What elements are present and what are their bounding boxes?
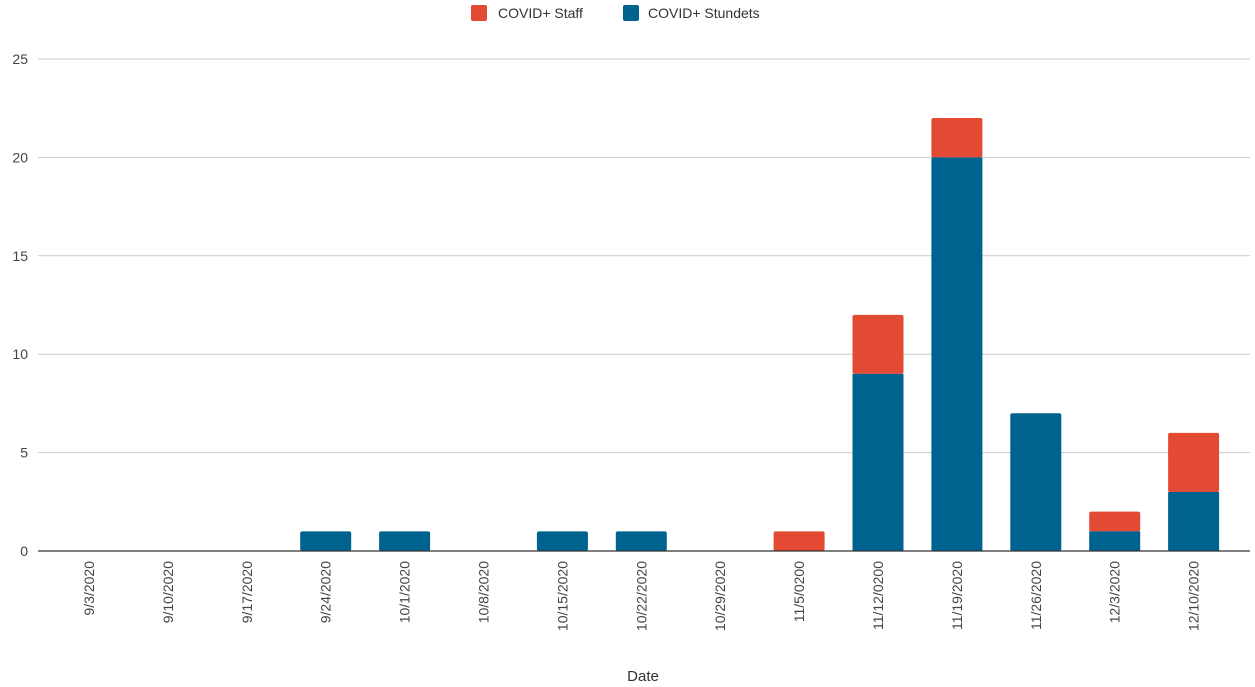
- x-tick-label: 11/19/2020: [949, 561, 965, 630]
- x-tick-label: 10/1/2020: [397, 561, 413, 623]
- bar-students-13: [1089, 531, 1141, 551]
- x-tick-label: 11/26/2020: [1028, 561, 1044, 630]
- x-tick-label: 10/8/2020: [476, 561, 492, 623]
- gridlines: [38, 58, 1250, 454]
- x-tick-label: 12/3/2020: [1107, 561, 1123, 623]
- y-tick-label: 25: [12, 51, 28, 67]
- bar-staff-14: [1168, 432, 1220, 492]
- bar-staff-10: [852, 314, 904, 374]
- x-axis-title: Date: [627, 668, 659, 685]
- x-tick-label: 11/12/0200: [870, 561, 886, 630]
- x-tick-label: 10/29/2020: [712, 561, 728, 631]
- x-tick-label: 12/10/2020: [1186, 561, 1202, 631]
- x-tick-label: 10/22/2020: [633, 561, 649, 631]
- bar-staff-9: [773, 531, 825, 551]
- y-tick-label: 5: [20, 445, 28, 461]
- y-tick-label: 0: [20, 543, 28, 559]
- legend: COVID+ Staff COVID+ Stundets: [471, 5, 760, 21]
- bar-staff-13: [1089, 511, 1141, 532]
- bar-students-11: [931, 157, 983, 551]
- bar-students-10: [852, 373, 904, 551]
- bar-students-14: [1168, 491, 1220, 551]
- x-tick-label: 9/10/2020: [160, 561, 176, 623]
- legend-swatch-staff: [471, 5, 487, 21]
- bar-staff-11: [931, 118, 983, 158]
- x-axis-ticks: 9/3/2020 9/10/2020 9/17/2020 9/24/2020 10/1/…: [81, 561, 1202, 631]
- y-tick-label: 10: [12, 346, 28, 362]
- y-axis-ticks: 0 5 10 15 20 25: [12, 51, 28, 559]
- y-tick-label: 15: [12, 248, 28, 264]
- legend-label-staff: COVID+ Staff: [498, 5, 583, 21]
- x-tick-label: 10/15/2020: [554, 561, 570, 631]
- bars: [300, 118, 1220, 551]
- x-tick-label: 9/3/2020: [81, 561, 97, 616]
- bar-students-12: [1010, 413, 1062, 551]
- bar-students-6: [536, 531, 588, 551]
- bar-students-3: [300, 531, 352, 551]
- bar-students-7: [615, 531, 667, 551]
- x-tick-label: 9/17/2020: [239, 561, 255, 623]
- legend-swatch-students: [623, 5, 639, 21]
- bar-students-4: [379, 531, 431, 551]
- legend-label-students: COVID+ Stundets: [648, 5, 760, 21]
- x-tick-label: 11/5/0200: [791, 561, 807, 622]
- y-tick-label: 20: [12, 149, 28, 165]
- x-tick-label: 9/24/2020: [318, 561, 334, 623]
